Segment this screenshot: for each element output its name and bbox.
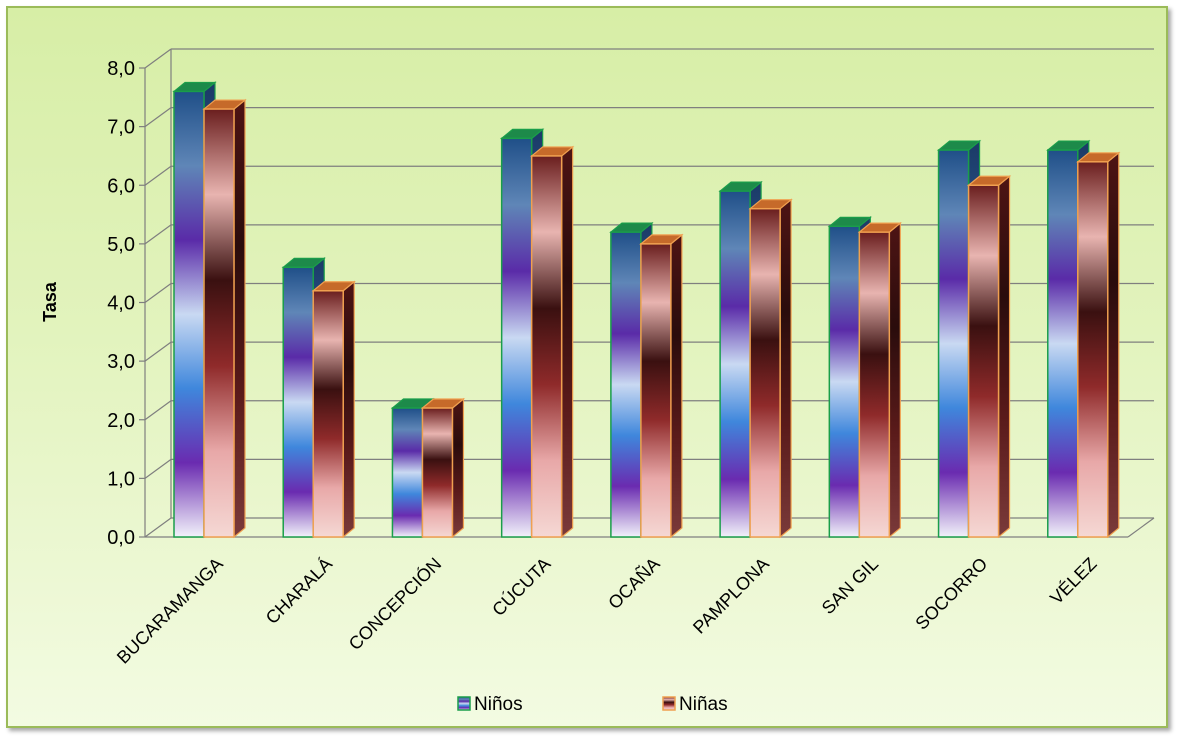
bar-ninas-side (233, 98, 246, 539)
bar-ninas-side (1107, 151, 1120, 539)
bar-ninas-front (749, 207, 781, 538)
bar-ninos-front (282, 266, 314, 538)
bar-ninas-0 (202, 98, 247, 539)
legend-item: Niños (457, 694, 523, 715)
category-label: BUCARAMANGA (113, 554, 227, 668)
bar-ninas-3 (529, 145, 575, 539)
bar-ninos-front (391, 407, 424, 538)
bar-ninos-front (173, 90, 205, 538)
legend-item: Niñas (662, 694, 728, 715)
bar-ninos-front (937, 149, 970, 538)
floor-edge (1127, 517, 1155, 538)
bar-ninas-front (530, 155, 563, 538)
bar-ninas-4 (639, 233, 684, 539)
category-label: SOCORRO (911, 554, 991, 634)
grid-depth-line (144, 283, 172, 303)
grid-depth-line (144, 517, 172, 538)
grid-depth-line (144, 341, 172, 362)
grid-depth-line (144, 224, 172, 245)
bar-ninas-7 (966, 174, 1012, 539)
bar-ninas-front (1077, 161, 1109, 538)
bar-ninas-side (779, 198, 792, 539)
grid-depth-line (144, 458, 172, 479)
bar-ninas-front (421, 407, 454, 538)
bar-ninos-front (610, 231, 642, 538)
bar-ninos-front (500, 137, 533, 538)
bar-ninas-front (312, 290, 344, 538)
y-tick-label: 4,0 (107, 293, 135, 315)
bar-ninas-front (203, 108, 235, 538)
y-tick-label: 1,0 (107, 468, 135, 490)
bar-ninas-front (858, 231, 891, 538)
category-label: VÉLEZ (1046, 554, 1100, 608)
y-tick-label: 7,0 (107, 117, 135, 139)
bar-ninos-front (719, 190, 751, 538)
bar-ninas-front (640, 243, 672, 538)
grid-depth-line (144, 165, 172, 186)
y-tick-label: 3,0 (107, 351, 135, 373)
grid-depth-line (144, 107, 172, 128)
bar-ninas-2 (420, 397, 466, 539)
bar-ninas-side (342, 280, 355, 539)
bar-ninos-front (828, 225, 861, 538)
y-tick-label: 6,0 (107, 175, 135, 197)
bar-ninas-side (888, 221, 901, 539)
category-label: CONCEPCIÓN (344, 553, 445, 654)
y-tick-label: 2,0 (107, 410, 135, 432)
grid-depth-line (144, 48, 172, 69)
bar-ninas-5 (748, 198, 793, 539)
bar-ninas-6 (857, 221, 903, 539)
category-label: CÚCUTA (488, 553, 555, 620)
bar-ninas-front (967, 184, 1000, 538)
bar-ninas-side (997, 174, 1011, 539)
bar-ninas-side (561, 145, 574, 539)
legend-label: Niñas (679, 694, 728, 715)
bar-ninas-1 (311, 280, 356, 539)
bar-ninos-front (1047, 149, 1079, 538)
legend-label: Niños (474, 694, 523, 715)
x-axis-categories: BUCARAMANGA CHARALÁ CONCEPCIÓN CÚCUTA OCAÑA P… (113, 553, 1101, 668)
legend-swatch (662, 696, 676, 711)
y-axis-label: Tasa (40, 281, 60, 322)
category-label: PAMPLONA (689, 554, 773, 638)
category-label: CHARALÁ (262, 554, 336, 628)
bar-ninas-side (670, 233, 683, 539)
y-axis-ticks: 0,0 1,0 2,0 3,0 4,0 5,0 6,0 7,0 8,0 (107, 58, 135, 549)
legend: Niños Niñas (457, 694, 728, 715)
y-tick-label: 0,0 (107, 527, 135, 549)
bar-ninas-8 (1076, 151, 1121, 539)
category-label: OCAÑA (604, 553, 664, 613)
grid-depth-line (144, 400, 172, 421)
category-label: SAN GIL (818, 554, 882, 618)
y-tick-label: 8,0 (107, 58, 135, 80)
legend-swatch (457, 696, 471, 711)
bars-group (172, 81, 1121, 539)
y-tick-label: 5,0 (107, 234, 135, 256)
bar-ninas-side (451, 397, 465, 539)
